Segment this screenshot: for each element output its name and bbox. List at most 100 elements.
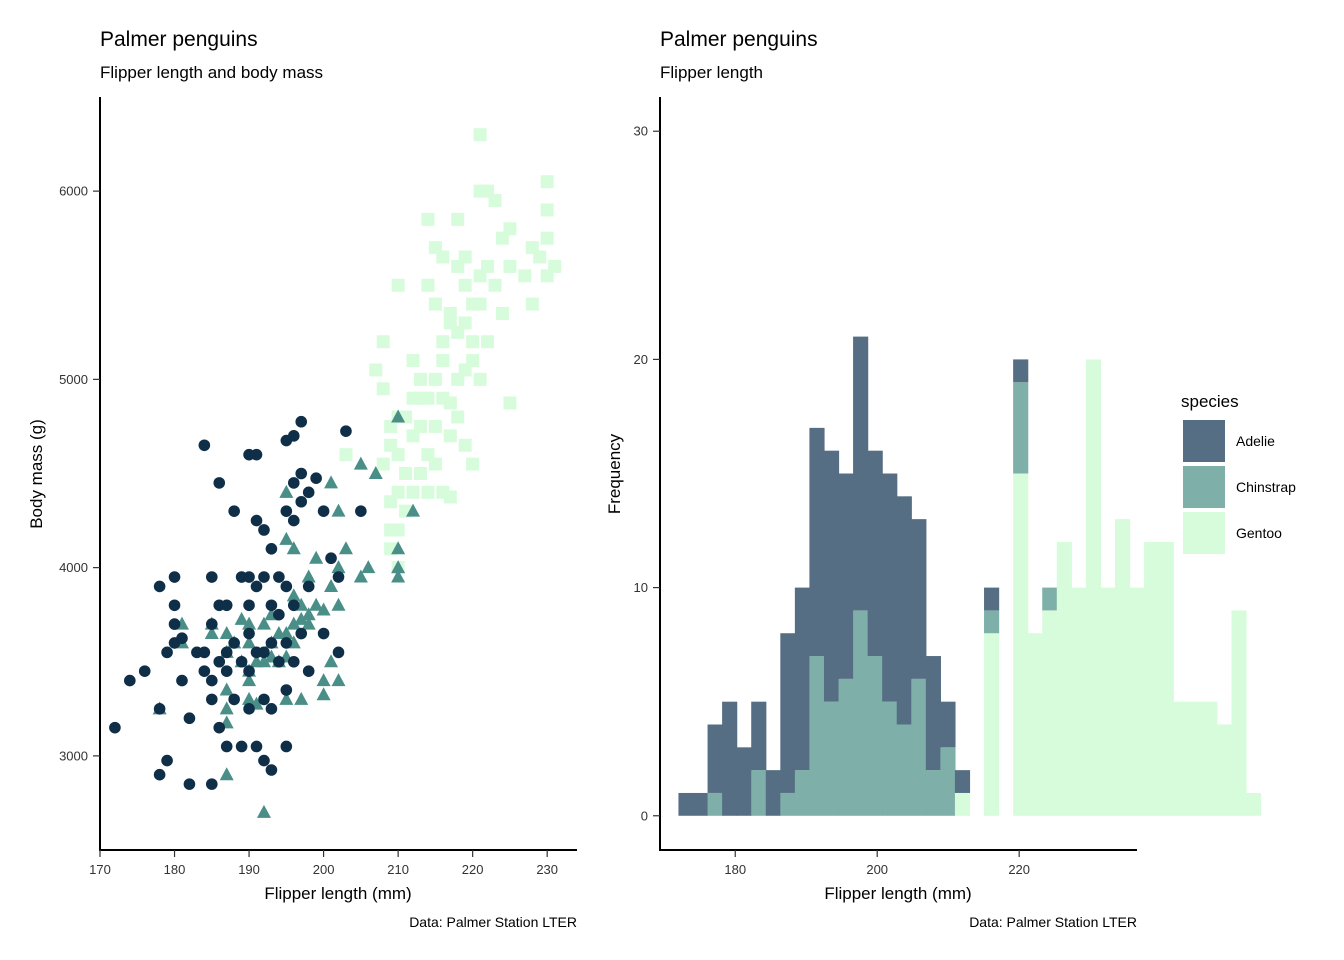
scatter-point: [376, 457, 390, 471]
scatter-point: [458, 278, 472, 292]
scatter-point: [258, 646, 270, 659]
scatter-point: [243, 627, 255, 640]
scatter-caption: Data: Palmer Station LTER: [409, 914, 577, 930]
histogram-bar: [940, 701, 956, 748]
scatter-y-ticks: 3000 4000 5000 6000: [59, 184, 100, 763]
scatter-point: [198, 439, 211, 452]
scatter-point: [316, 687, 331, 701]
scatter-point: [279, 626, 294, 640]
scatter-x-label: Flipper length (mm): [264, 884, 411, 903]
scatter-point: [331, 503, 346, 517]
scatter-y-label: Body mass (g): [27, 419, 46, 529]
scatter-point: [413, 372, 427, 386]
scatter-point: [451, 410, 465, 424]
scatter-point: [287, 655, 300, 668]
scatter-point: [518, 269, 532, 283]
scatter-point: [428, 372, 442, 386]
scatter-point: [540, 231, 554, 245]
scatter-point: [317, 505, 330, 517]
scatter-point: [466, 457, 480, 471]
scatter-point: [451, 212, 465, 226]
legend-key: [1183, 420, 1225, 462]
histogram-bar: [722, 701, 738, 816]
y-tick-label: 4000: [59, 560, 88, 575]
scatter-point: [250, 740, 263, 753]
scatter-point: [258, 571, 270, 583]
scatter-point: [503, 259, 517, 273]
scatter-point: [458, 250, 472, 264]
scatter-point: [503, 222, 517, 236]
histogram-bar: [707, 724, 723, 793]
histogram-panel: Palmer penguins Flipper length 180 200 220…: [605, 28, 1262, 930]
scatter-point: [488, 194, 502, 208]
scatter-point: [280, 505, 293, 517]
scatter-point: [205, 571, 218, 583]
scatter-point: [316, 673, 331, 687]
histogram-bar: [678, 792, 694, 816]
scatter-point: [168, 618, 181, 630]
x-tick-label: 180: [724, 862, 746, 877]
histogram-bar: [1042, 587, 1058, 611]
scatter-point: [309, 550, 324, 564]
scatter-point: [213, 655, 226, 668]
histogram-bar: [736, 747, 752, 816]
legend-key: [1183, 512, 1225, 554]
x-tick-label: 210: [387, 862, 409, 877]
scatter-point: [242, 673, 257, 687]
legend-items: Adelie Chinstrap Gentoo: [1183, 420, 1296, 554]
histogram-title: Palmer penguins: [660, 28, 818, 51]
histogram-bar: [896, 724, 912, 816]
histogram-bar: [809, 427, 825, 657]
scatter-point: [280, 684, 293, 696]
scatter-point: [219, 767, 234, 781]
legend-key: [1183, 466, 1225, 508]
scatter-point: [391, 560, 406, 574]
legend-label: Chinstrap: [1236, 479, 1296, 495]
scatter-point: [443, 490, 457, 504]
scatter-point: [286, 588, 301, 602]
scatter-point: [339, 448, 353, 462]
histogram-bar: [838, 678, 854, 816]
scatter-title: Palmer penguins: [100, 28, 258, 51]
scatter-point: [473, 128, 487, 142]
scatter-point: [295, 627, 308, 640]
scatter-point: [503, 396, 517, 410]
histogram-bar: [794, 770, 811, 816]
scatter-point: [353, 569, 368, 583]
histogram-bar: [1245, 792, 1262, 816]
scatter-point: [228, 693, 240, 706]
scatter-point: [286, 541, 301, 555]
scatter-point: [213, 721, 226, 734]
histogram-bar: [984, 587, 1000, 611]
histogram-bar: [911, 678, 927, 816]
histogram-subtitle: Flipper length: [660, 63, 763, 82]
scatter-point: [391, 523, 405, 537]
scatter-point: [256, 654, 271, 668]
histogram-y-ticks: 0 10 20 30: [634, 124, 660, 823]
scatter-point: [243, 571, 255, 583]
scatter-point: [368, 466, 383, 479]
scatter-point: [428, 297, 442, 311]
scatter-point: [198, 665, 211, 677]
scatter-point: [540, 175, 554, 189]
scatter-point: [391, 448, 405, 462]
scatter-point: [219, 682, 234, 696]
histogram-bar: [1013, 382, 1029, 474]
scatter-point: [421, 278, 435, 292]
legend: species Adelie Chinstrap Gentoo: [1181, 392, 1296, 554]
scatter-point: [331, 673, 346, 687]
scatter-point: [183, 778, 196, 790]
scatter-point: [331, 597, 346, 611]
histogram-bar: [1187, 701, 1203, 816]
scatter-point: [287, 599, 300, 612]
scatter-point: [242, 635, 257, 649]
scatter-point: [421, 391, 435, 405]
histogram-bar: [794, 587, 811, 771]
scatter-point: [466, 354, 480, 368]
x-tick-label: 190: [238, 862, 260, 877]
histogram-bar: [1216, 724, 1233, 816]
scatter-point: [273, 608, 285, 621]
histogram-bar: [911, 519, 927, 679]
scatter-point: [473, 297, 487, 311]
scatter-point: [228, 505, 240, 517]
